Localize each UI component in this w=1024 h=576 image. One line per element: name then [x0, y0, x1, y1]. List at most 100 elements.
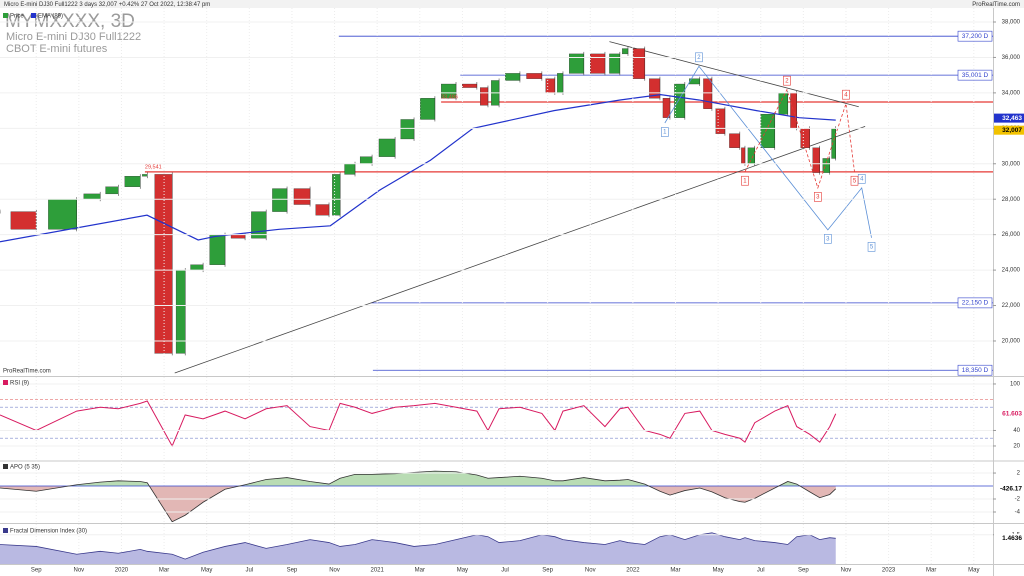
y-tick-label: 40	[1013, 428, 1020, 434]
candle	[741, 147, 746, 164]
x-tick-label: 2023	[882, 568, 896, 574]
y-tick-label: 28,000	[1002, 197, 1021, 203]
panel-title: RSI (9)	[10, 380, 29, 386]
legend-label: EMA (89)	[38, 13, 63, 19]
x-tick-label: Nov	[841, 568, 852, 574]
wave-label: 3	[826, 236, 830, 242]
wave-label-box	[783, 75, 791, 86]
wave-path	[664, 65, 872, 238]
rsi-line	[0, 400, 837, 448]
value-box	[994, 125, 1024, 135]
y-tick-label: 36,000	[1002, 55, 1021, 61]
value-box	[994, 113, 1024, 123]
wave-label: 2	[697, 55, 701, 61]
candle	[557, 73, 564, 94]
candle	[790, 92, 797, 129]
y-tick-label: 20,000	[1002, 339, 1021, 345]
candle	[124, 176, 141, 187]
fdi-line	[0, 532, 836, 560]
ema-line	[0, 94, 836, 243]
candle	[378, 138, 396, 157]
candle	[662, 98, 671, 118]
candle	[344, 163, 356, 175]
trendline	[174, 125, 866, 374]
candle	[10, 211, 37, 230]
x-tick-label: May	[201, 568, 212, 574]
x-tick-label: Jul	[501, 568, 509, 574]
header-bar	[0, 0, 1024, 8]
candle	[760, 113, 775, 148]
candle	[359, 156, 373, 164]
candle	[420, 98, 436, 120]
candle	[230, 234, 246, 239]
x-tick-label: 2020	[115, 568, 129, 574]
candle	[729, 133, 740, 148]
wave-label: 5	[853, 178, 857, 184]
x-tick-label: May	[457, 568, 468, 574]
panel-0	[0, 35, 993, 374]
candle	[689, 78, 700, 85]
level-label: 37,200 D	[962, 33, 989, 40]
candle	[812, 147, 820, 173]
y-tick-label: 24,000	[1002, 268, 1021, 274]
x-tick-label: Jul	[757, 568, 765, 574]
x-tick-label: Nov	[74, 568, 85, 574]
candle	[526, 73, 543, 79]
level-label: 18,350 D	[962, 367, 989, 374]
y-tick-label: 20	[1013, 444, 1020, 450]
wave-label: 4	[844, 92, 848, 98]
candle	[703, 78, 713, 109]
value-box-label: 1.4636	[1002, 535, 1022, 542]
x-tick-label: Nov	[329, 568, 340, 574]
apo-area-positive	[68, 471, 800, 487]
wave-label-box	[850, 175, 859, 186]
candle	[822, 158, 830, 173]
value-box	[994, 533, 1024, 543]
candle	[649, 78, 661, 99]
legend-label: Price	[10, 13, 24, 19]
wave-path	[744, 88, 855, 190]
candle	[400, 119, 415, 140]
candle	[272, 188, 288, 212]
value-box-label: 61.603	[1002, 410, 1022, 417]
y-tick-label: 38,000	[1002, 20, 1021, 26]
apo-line	[0, 470, 837, 522]
x-tick-label: Mar	[415, 568, 425, 574]
candle	[505, 73, 521, 81]
x-tick-label: 2021	[370, 568, 384, 574]
panel-2	[0, 470, 993, 522]
y-tick-label: -4	[1015, 510, 1021, 516]
x-tick-label: Mar	[159, 568, 169, 574]
value-box	[994, 409, 1024, 419]
level-label: 29,541	[145, 164, 162, 170]
candle	[569, 53, 585, 74]
watermark-note: CBOT E-mini futures	[6, 43, 108, 55]
candle	[632, 48, 645, 79]
header-title: Micro E-mini DJ30 Full1222 3 days 32,007…	[4, 2, 210, 8]
wave-label-box	[661, 127, 669, 137]
candle	[209, 234, 226, 265]
x-tick-label: May	[712, 568, 723, 574]
brand: ProRealTime.com	[972, 2, 1020, 8]
wave-label-box	[824, 234, 832, 244]
y-tick-label: 30,000	[1002, 161, 1021, 167]
candle	[462, 83, 478, 88]
wave-label: 1	[663, 130, 667, 136]
plot-layer: Sep Nov 2020 Mar May Jul Sep Nov 2021 Mar May Jul Se…	[0, 8, 1024, 574]
value-box-label: -426.17	[1000, 486, 1022, 493]
legend-swatch	[31, 13, 36, 18]
panel-3	[0, 532, 836, 564]
level-label: 22,150 D	[962, 300, 989, 307]
wave-label-box	[842, 89, 850, 100]
y-tick-label: 100	[1010, 382, 1021, 388]
candle	[83, 193, 101, 200]
candle	[142, 174, 148, 177]
legend-swatch	[3, 464, 8, 469]
level-label-box	[957, 69, 993, 81]
level-label: 35,001 D	[962, 72, 989, 79]
legend-swatch	[3, 528, 8, 533]
x-tick-label: Sep	[31, 568, 42, 574]
value-box-label: 32,007	[1002, 127, 1022, 134]
x-tick-label: Mar	[670, 568, 680, 574]
apo-area-negative	[0, 486, 836, 522]
